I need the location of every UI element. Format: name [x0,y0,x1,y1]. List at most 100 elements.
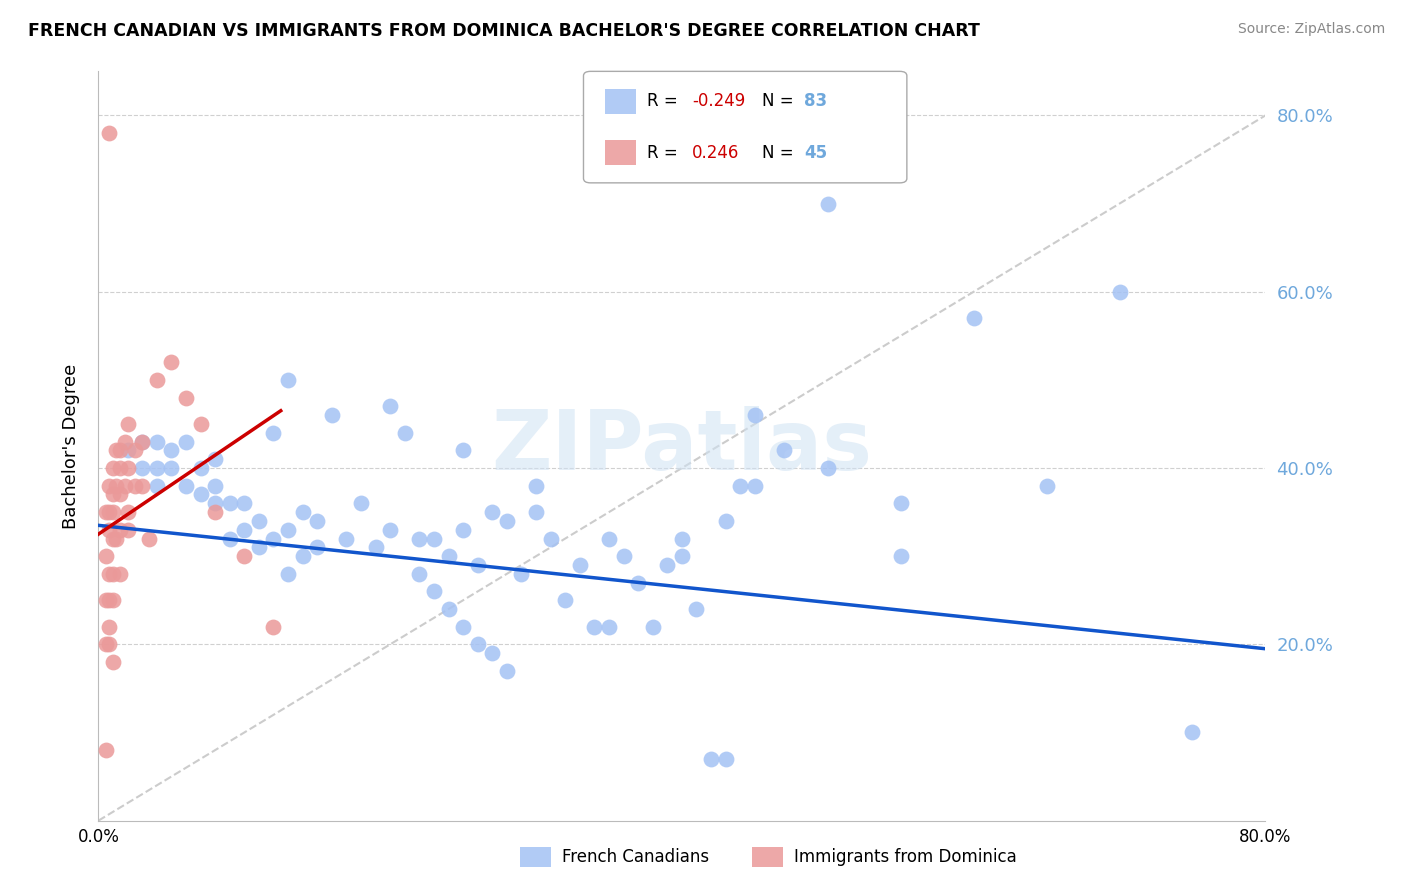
Point [204,505,226,519]
Point [190,461,212,475]
Point [714,514,737,528]
Point [114,478,136,492]
Point [277,373,299,387]
Point [97,523,120,537]
Text: R =: R = [647,93,683,111]
Text: Immigrants from Dominica: Immigrants from Dominica [794,848,1017,866]
Point [321,408,343,422]
Point [1181,725,1204,739]
Y-axis label: Bachelor's Degree: Bachelor's Degree [62,363,80,529]
Point [657,558,679,572]
Point [583,620,606,634]
Point [262,620,284,634]
Point [540,532,562,546]
Point [481,505,503,519]
Point [423,532,446,546]
Point [101,593,124,607]
Point [104,443,127,458]
Point [97,566,120,581]
Point [380,400,402,414]
Text: FRENCH CANADIAN VS IMMIGRANTS FROM DOMINICA BACHELOR'S DEGREE CORRELATION CHART: FRENCH CANADIAN VS IMMIGRANTS FROM DOMIN… [28,22,980,40]
Point [131,434,153,449]
Point [335,532,357,546]
Point [160,461,183,475]
Point [94,743,117,757]
Point [671,549,693,564]
Point [408,532,430,546]
Point [364,541,387,555]
Point [160,355,183,369]
Point [714,752,737,766]
Point [94,549,117,564]
Point [277,566,299,581]
Point [190,417,212,431]
Point [380,523,402,537]
Point [291,549,314,564]
Point [110,566,132,581]
Point [817,196,839,211]
Point [124,478,146,492]
Point [394,425,416,440]
Point [291,505,314,519]
Text: 45: 45 [804,144,827,161]
Point [671,532,693,546]
Point [104,478,127,492]
Point [101,532,124,546]
Point [568,558,591,572]
Point [218,532,240,546]
Point [496,514,519,528]
Point [277,523,299,537]
Point [117,461,139,475]
Text: ZIPatlas: ZIPatlas [492,406,872,486]
Point [233,523,256,537]
Text: -0.249: -0.249 [692,93,745,111]
Point [247,541,270,555]
Point [97,620,120,634]
Point [467,637,489,651]
Point [730,478,752,492]
Point [1108,285,1130,299]
Point [204,452,226,467]
Point [437,549,460,564]
Point [307,514,329,528]
Point [101,461,124,475]
Point [598,620,620,634]
Point [481,646,503,660]
Point [101,487,124,501]
Point [117,505,139,519]
Text: N =: N = [762,93,799,111]
Point [110,443,132,458]
Point [110,487,132,501]
Point [744,408,766,422]
Point [110,523,132,537]
Point [554,593,576,607]
Point [97,637,120,651]
Point [890,549,912,564]
Point [174,478,197,492]
Point [174,391,197,405]
Point [101,655,124,669]
Point [146,373,169,387]
Point [496,664,519,678]
Point [262,532,284,546]
Point [408,566,430,581]
Point [101,505,124,519]
Text: R =: R = [647,144,688,161]
Point [104,532,127,546]
Point [146,461,169,475]
Point [94,593,117,607]
Point [97,126,120,140]
Point [94,505,117,519]
Point [110,461,132,475]
Point [890,496,912,510]
Point [233,496,256,510]
Point [233,549,256,564]
Point [744,478,766,492]
Point [700,752,723,766]
Point [467,558,489,572]
Point [773,443,796,458]
Point [1035,478,1057,492]
Point [962,311,984,326]
Point [262,425,284,440]
Point [437,602,460,616]
